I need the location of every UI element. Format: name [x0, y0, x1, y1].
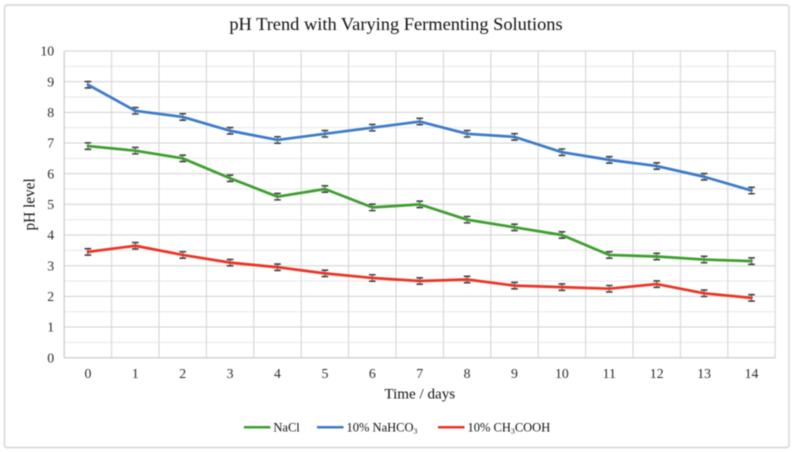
svg-text:8: 8 [464, 366, 471, 381]
svg-text:10: 10 [555, 366, 569, 381]
svg-text:8: 8 [47, 105, 54, 120]
svg-text:5: 5 [321, 366, 328, 381]
svg-text:0: 0 [47, 350, 54, 365]
svg-text:NaCl: NaCl [273, 421, 300, 435]
svg-text:11: 11 [603, 366, 616, 381]
svg-text:1: 1 [47, 320, 54, 335]
svg-text:13: 13 [697, 366, 711, 381]
svg-text:2: 2 [47, 289, 54, 304]
svg-text:10: 10 [40, 44, 54, 59]
svg-text:6: 6 [47, 166, 54, 181]
svg-text:pH Trend with Varying Fermenti: pH Trend with Varying Fermenting Solutio… [229, 14, 562, 34]
svg-text:10% CH3COOH: 10% CH3COOH [468, 421, 551, 436]
svg-text:2: 2 [179, 366, 186, 381]
svg-text:6: 6 [369, 366, 376, 381]
svg-text:3: 3 [47, 258, 54, 273]
svg-text:pH level: pH level [22, 178, 39, 230]
svg-text:7: 7 [416, 366, 423, 381]
svg-text:3: 3 [227, 366, 234, 381]
svg-text:Time / days: Time / days [384, 387, 455, 403]
svg-text:4: 4 [274, 366, 281, 381]
svg-text:9: 9 [511, 366, 518, 381]
svg-text:1: 1 [132, 366, 139, 381]
svg-text:9: 9 [47, 74, 54, 89]
svg-text:4: 4 [47, 228, 54, 243]
svg-text:7: 7 [47, 136, 54, 151]
svg-text:10% NaHCO3: 10% NaHCO3 [347, 421, 418, 436]
svg-text:14: 14 [745, 366, 759, 381]
svg-text:12: 12 [650, 366, 664, 381]
svg-text:0: 0 [84, 366, 91, 381]
svg-text:5: 5 [47, 197, 54, 212]
